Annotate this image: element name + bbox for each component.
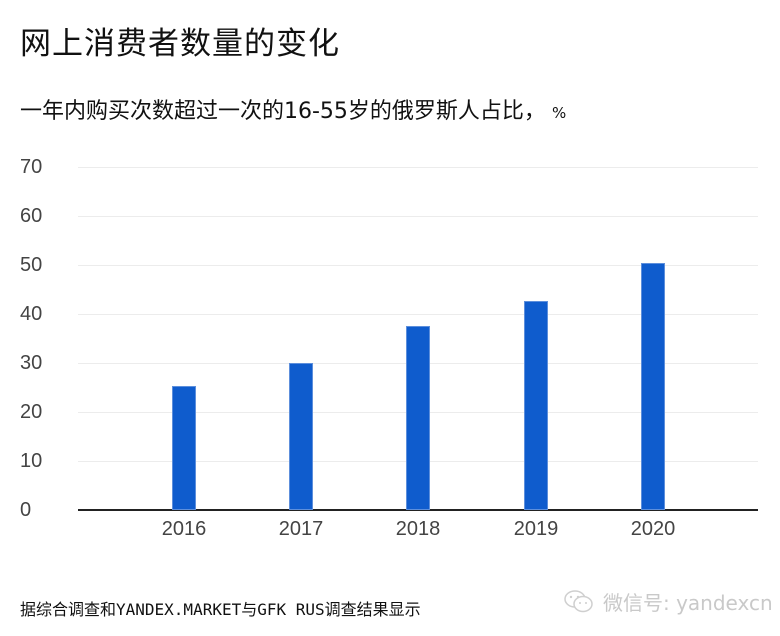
- subtitle-text: 一年内购买次数超过一次的16-55岁的俄罗斯人占比，: [20, 99, 546, 124]
- source-note: 据综合调查和YANDEX.MARKET与GFK RUS调查结果显示: [20, 600, 421, 619]
- bar-chart: 0 10 20 30 40 50 60 70 2016 2017 2018 2019 2020: [20, 156, 758, 540]
- x-axis-line: [78, 509, 758, 511]
- watermark-text: 微信号: yandexcn: [603, 591, 773, 615]
- x-tick-label: 2018: [395, 518, 441, 540]
- unit-label: %: [551, 104, 567, 122]
- x-tick-label: 2019: [513, 518, 559, 540]
- wechat-icon: [564, 589, 593, 612]
- bar-2018: [406, 325, 430, 510]
- y-tick-label: 20: [20, 401, 43, 423]
- y-tick-label: 60: [20, 205, 43, 227]
- gridline: [78, 216, 758, 217]
- x-tick-label: 2017: [278, 518, 324, 540]
- y-tick-label: 10: [20, 450, 43, 472]
- gridline: [78, 314, 758, 315]
- chart-subtitle: 一年内购买次数超过一次的16-55岁的俄罗斯人占比，%: [20, 93, 566, 125]
- gridline: [78, 167, 758, 168]
- y-tick-label: 50: [20, 254, 43, 276]
- bar-2019: [524, 301, 548, 510]
- bar-2017: [289, 363, 313, 510]
- x-tick-label: 2020: [630, 518, 676, 540]
- bar-2016: [172, 386, 196, 510]
- gridline: [78, 265, 758, 266]
- y-tick-label: 70: [20, 156, 43, 178]
- y-tick-label: 0: [20, 499, 32, 521]
- y-tick-label: 30: [20, 352, 43, 374]
- watermark: 微信号: yandexcn: [563, 587, 773, 616]
- bar-2020: [641, 263, 665, 510]
- y-tick-label: 40: [20, 303, 43, 325]
- x-tick-label: 2016: [161, 518, 207, 540]
- chart-title: 网上消费者数量的变化: [20, 26, 340, 62]
